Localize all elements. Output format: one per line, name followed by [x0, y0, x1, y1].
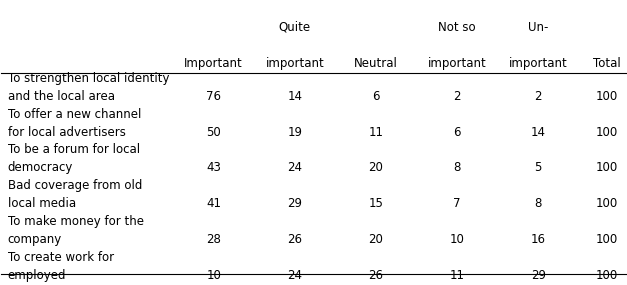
- Text: 11: 11: [450, 269, 465, 282]
- Text: 76: 76: [206, 90, 221, 103]
- Text: 11: 11: [369, 125, 384, 139]
- Text: 43: 43: [206, 161, 221, 174]
- Text: local media: local media: [8, 197, 76, 210]
- Text: 8: 8: [453, 161, 461, 174]
- Text: and the local area: and the local area: [8, 90, 115, 103]
- Text: Total: Total: [593, 56, 621, 70]
- Text: Important: Important: [184, 56, 243, 70]
- Text: 26: 26: [369, 269, 384, 282]
- Text: 41: 41: [206, 197, 221, 210]
- Text: Quite: Quite: [279, 21, 311, 34]
- Text: 100: 100: [596, 161, 618, 174]
- Text: 29: 29: [530, 269, 545, 282]
- Text: To make money for the: To make money for the: [8, 215, 144, 228]
- Text: 15: 15: [369, 197, 383, 210]
- Text: employed: employed: [8, 269, 66, 282]
- Text: company: company: [8, 233, 62, 246]
- Text: 14: 14: [530, 125, 545, 139]
- Text: Not so: Not so: [438, 21, 476, 34]
- Text: To strengthen local identity: To strengthen local identity: [8, 72, 169, 85]
- Text: 100: 100: [596, 90, 618, 103]
- Text: 20: 20: [369, 233, 383, 246]
- Text: important: important: [428, 56, 487, 70]
- Text: 10: 10: [450, 233, 465, 246]
- Text: 50: 50: [206, 125, 221, 139]
- Text: 24: 24: [287, 161, 302, 174]
- Text: Neutral: Neutral: [354, 56, 398, 70]
- Text: 28: 28: [206, 233, 221, 246]
- Text: 2: 2: [534, 90, 542, 103]
- Text: 10: 10: [206, 269, 221, 282]
- Text: important: important: [265, 56, 324, 70]
- Text: To offer a new channel: To offer a new channel: [8, 107, 141, 121]
- Text: 19: 19: [287, 125, 302, 139]
- Text: 20: 20: [369, 161, 383, 174]
- Text: for local advertisers: for local advertisers: [8, 125, 125, 139]
- Text: 24: 24: [287, 269, 302, 282]
- Text: 100: 100: [596, 197, 618, 210]
- Text: 26: 26: [287, 233, 302, 246]
- Text: 2: 2: [453, 90, 461, 103]
- Text: 8: 8: [535, 197, 542, 210]
- Text: Un-: Un-: [528, 21, 549, 34]
- Text: democracy: democracy: [8, 161, 73, 174]
- Text: 7: 7: [453, 197, 461, 210]
- Text: important: important: [509, 56, 567, 70]
- Text: To create work for: To create work for: [8, 251, 113, 264]
- Text: 5: 5: [535, 161, 542, 174]
- Text: 6: 6: [453, 125, 461, 139]
- Text: 100: 100: [596, 233, 618, 246]
- Text: 16: 16: [530, 233, 545, 246]
- Text: 14: 14: [287, 90, 302, 103]
- Text: 100: 100: [596, 125, 618, 139]
- Text: To be a forum for local: To be a forum for local: [8, 143, 140, 156]
- Text: Bad coverage from old: Bad coverage from old: [8, 179, 142, 192]
- Text: 100: 100: [596, 269, 618, 282]
- Text: 29: 29: [287, 197, 302, 210]
- Text: 6: 6: [372, 90, 380, 103]
